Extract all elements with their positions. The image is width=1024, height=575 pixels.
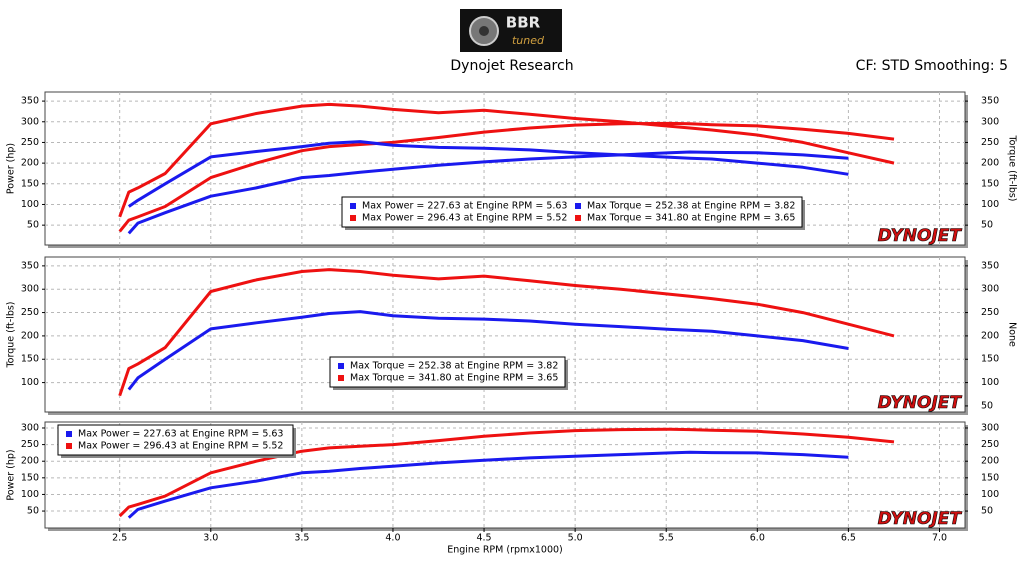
y-axis-label: Torque (ft-lbs): [6, 301, 17, 368]
x-tick-label: 5.0: [568, 533, 583, 544]
legend-label: Max Power = 296.43 at Engine RPM = 5.52: [78, 441, 283, 452]
y2-tick-label: 100: [981, 199, 999, 210]
y2-tick-label: 200: [981, 456, 999, 467]
x-tick-label: 4.0: [385, 533, 400, 544]
watermark: DYNOJET: [878, 226, 963, 246]
y-tick-label: 150: [21, 178, 39, 189]
x-tick-label: 4.5: [476, 533, 491, 544]
report-title: Dynojet Research: [450, 58, 573, 74]
y-tick-label: 200: [21, 158, 39, 169]
watermark: DYNOJET: [878, 509, 963, 529]
y2-tick-label: 300: [981, 422, 999, 433]
x-tick-label: 3.5: [294, 533, 309, 544]
y-tick-label: 250: [21, 137, 39, 148]
y2-tick-label: 50: [981, 400, 993, 411]
y2-tick-label: 250: [981, 307, 999, 318]
y2-tick-label: 300: [981, 116, 999, 127]
y2-tick-label: 350: [981, 96, 999, 107]
y-tick-label: 300: [21, 116, 39, 127]
y-tick-label: 300: [21, 284, 39, 295]
y-tick-label: 50: [27, 506, 39, 517]
legend-marker: [338, 375, 344, 381]
series-line: [127, 450, 849, 519]
x-tick-label: 2.5: [112, 533, 127, 544]
y2-tick-label: 200: [981, 158, 999, 169]
series-line: [118, 427, 895, 518]
logo-turbo-hub: [479, 26, 489, 36]
series-line: [127, 140, 849, 208]
legend-marker: [575, 215, 581, 221]
y2-tick-label: 300: [981, 284, 999, 295]
legend-marker: [338, 363, 344, 369]
y2-tick-label: 250: [981, 137, 999, 148]
x-tick-label: 7.0: [932, 533, 947, 544]
y2-tick-label: 50: [981, 506, 993, 517]
y-tick-label: 100: [21, 489, 39, 500]
legend-label: Max Torque = 341.80 at Engine RPM = 3.65: [350, 373, 558, 384]
legend-label: Max Torque = 341.80 at Engine RPM = 3.65: [587, 213, 795, 224]
series-line: [118, 268, 895, 397]
y-tick-label: 100: [21, 377, 39, 388]
legend-box: [341, 196, 803, 228]
y2-tick-label: 350: [981, 260, 999, 271]
y-tick-label: 350: [21, 96, 39, 107]
y-tick-label: 100: [21, 199, 39, 210]
legend-marker: [350, 203, 356, 209]
y2-tick-label: 150: [981, 178, 999, 189]
logo-text: BBR: [506, 14, 541, 32]
legend-marker: [66, 431, 72, 437]
legend-label: Max Power = 227.63 at Engine RPM = 5.63: [362, 201, 567, 212]
legend-marker: [66, 443, 72, 449]
x-axis-label: Engine RPM (rpmx1000): [447, 545, 563, 556]
legend-marker: [575, 203, 581, 209]
x-tick-label: 6.5: [841, 533, 856, 544]
y-tick-label: 50: [27, 220, 39, 231]
y2-tick-label: 100: [981, 377, 999, 388]
y2-axis-label: None: [1007, 322, 1018, 347]
settings-text: CF: STD Smoothing: 5: [856, 58, 1008, 74]
y-tick-label: 200: [21, 330, 39, 341]
y2-tick-label: 200: [981, 330, 999, 341]
series-line: [118, 102, 895, 218]
y-tick-label: 150: [21, 472, 39, 483]
y-tick-label: 250: [21, 439, 39, 450]
legend-marker: [350, 215, 356, 221]
y2-tick-label: 50: [981, 220, 993, 231]
series-line: [127, 310, 849, 391]
y-axis-label: Power (hp): [6, 449, 17, 500]
legend-label: Max Power = 227.63 at Engine RPM = 5.63: [78, 429, 283, 440]
series-line: [127, 150, 849, 235]
y-tick-label: 250: [21, 307, 39, 318]
y2-tick-label: 150: [981, 354, 999, 365]
y2-tick-label: 250: [981, 439, 999, 450]
legend-label: Max Torque = 252.38 at Engine RPM = 3.82: [587, 201, 795, 212]
x-tick-label: 5.5: [659, 533, 674, 544]
logo-subtext: tuned: [512, 34, 545, 47]
y-tick-label: 300: [21, 422, 39, 433]
y2-tick-label: 100: [981, 489, 999, 500]
legend-label: Max Torque = 252.38 at Engine RPM = 3.82: [350, 361, 558, 372]
legend-box: [329, 356, 566, 388]
y-tick-label: 350: [21, 260, 39, 271]
y-axis-label: Power (hp): [6, 143, 17, 194]
series-line: [118, 121, 895, 233]
x-tick-label: 6.0: [750, 533, 765, 544]
x-tick-label: 3.0: [203, 533, 218, 544]
y2-axis-label: Torque (ft-lbs): [1007, 134, 1018, 201]
legend-box: [57, 424, 294, 456]
legend-label: Max Power = 296.43 at Engine RPM = 5.52: [362, 213, 567, 224]
y2-tick-label: 150: [981, 472, 999, 483]
y-tick-label: 150: [21, 354, 39, 365]
watermark: DYNOJET: [878, 393, 963, 413]
y-tick-label: 200: [21, 456, 39, 467]
